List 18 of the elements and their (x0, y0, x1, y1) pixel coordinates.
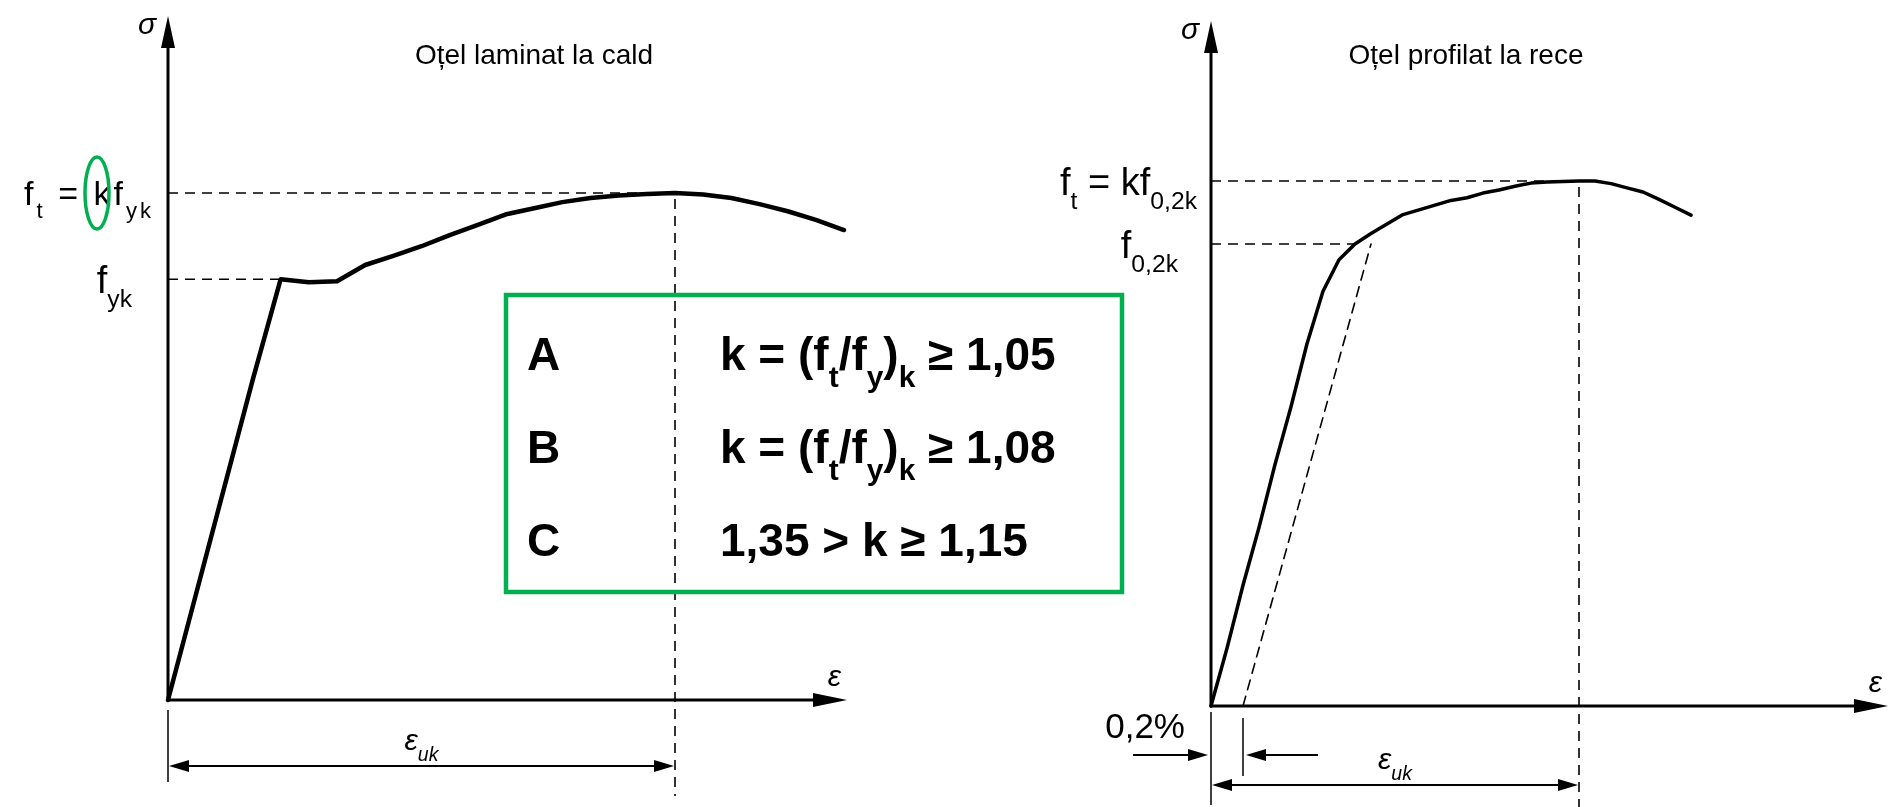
ref-line-label: f$_{yk}$ (96, 258, 133, 312)
chart-title: Oțel profilat la rece (1348, 39, 1584, 70)
y-axis-title: σ (1180, 12, 1201, 45)
chart-title: Oțel laminat la cald (414, 39, 654, 70)
text: ε$_{uk}$ (1378, 742, 1414, 784)
ref-line-label: f$_{t}$ = kf$_{0,2k}$ (1060, 160, 1198, 214)
annotation: 1,35 > k ≥ 1,15 (720, 514, 1028, 566)
annotation: B (527, 421, 561, 473)
annotation: A (527, 328, 561, 380)
y-axis-title: σ (137, 7, 158, 40)
ref-line-label: f$_{0,2k}$ (1120, 223, 1179, 277)
x-axis-title: ε (827, 659, 842, 692)
text: ε$_{uk}$ (404, 723, 440, 765)
annotation: k = (f$_{t}$/f$_{y}$)$_{k}$ ≥ 1,05 (720, 328, 1056, 393)
annotation: C (527, 514, 561, 566)
x-axis-title: ε (1868, 665, 1883, 698)
annotation: k = (f$_{t}$/f$_{y}$)$_{k}$ ≥ 1,08 (720, 421, 1056, 486)
text: 0,2% (1105, 706, 1185, 745)
